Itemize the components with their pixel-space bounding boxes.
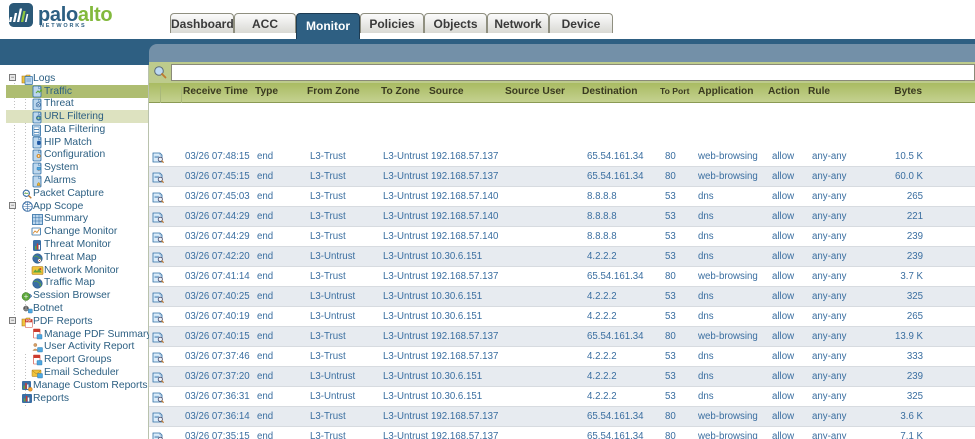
svg-text:PDF: PDF bbox=[26, 318, 32, 322]
